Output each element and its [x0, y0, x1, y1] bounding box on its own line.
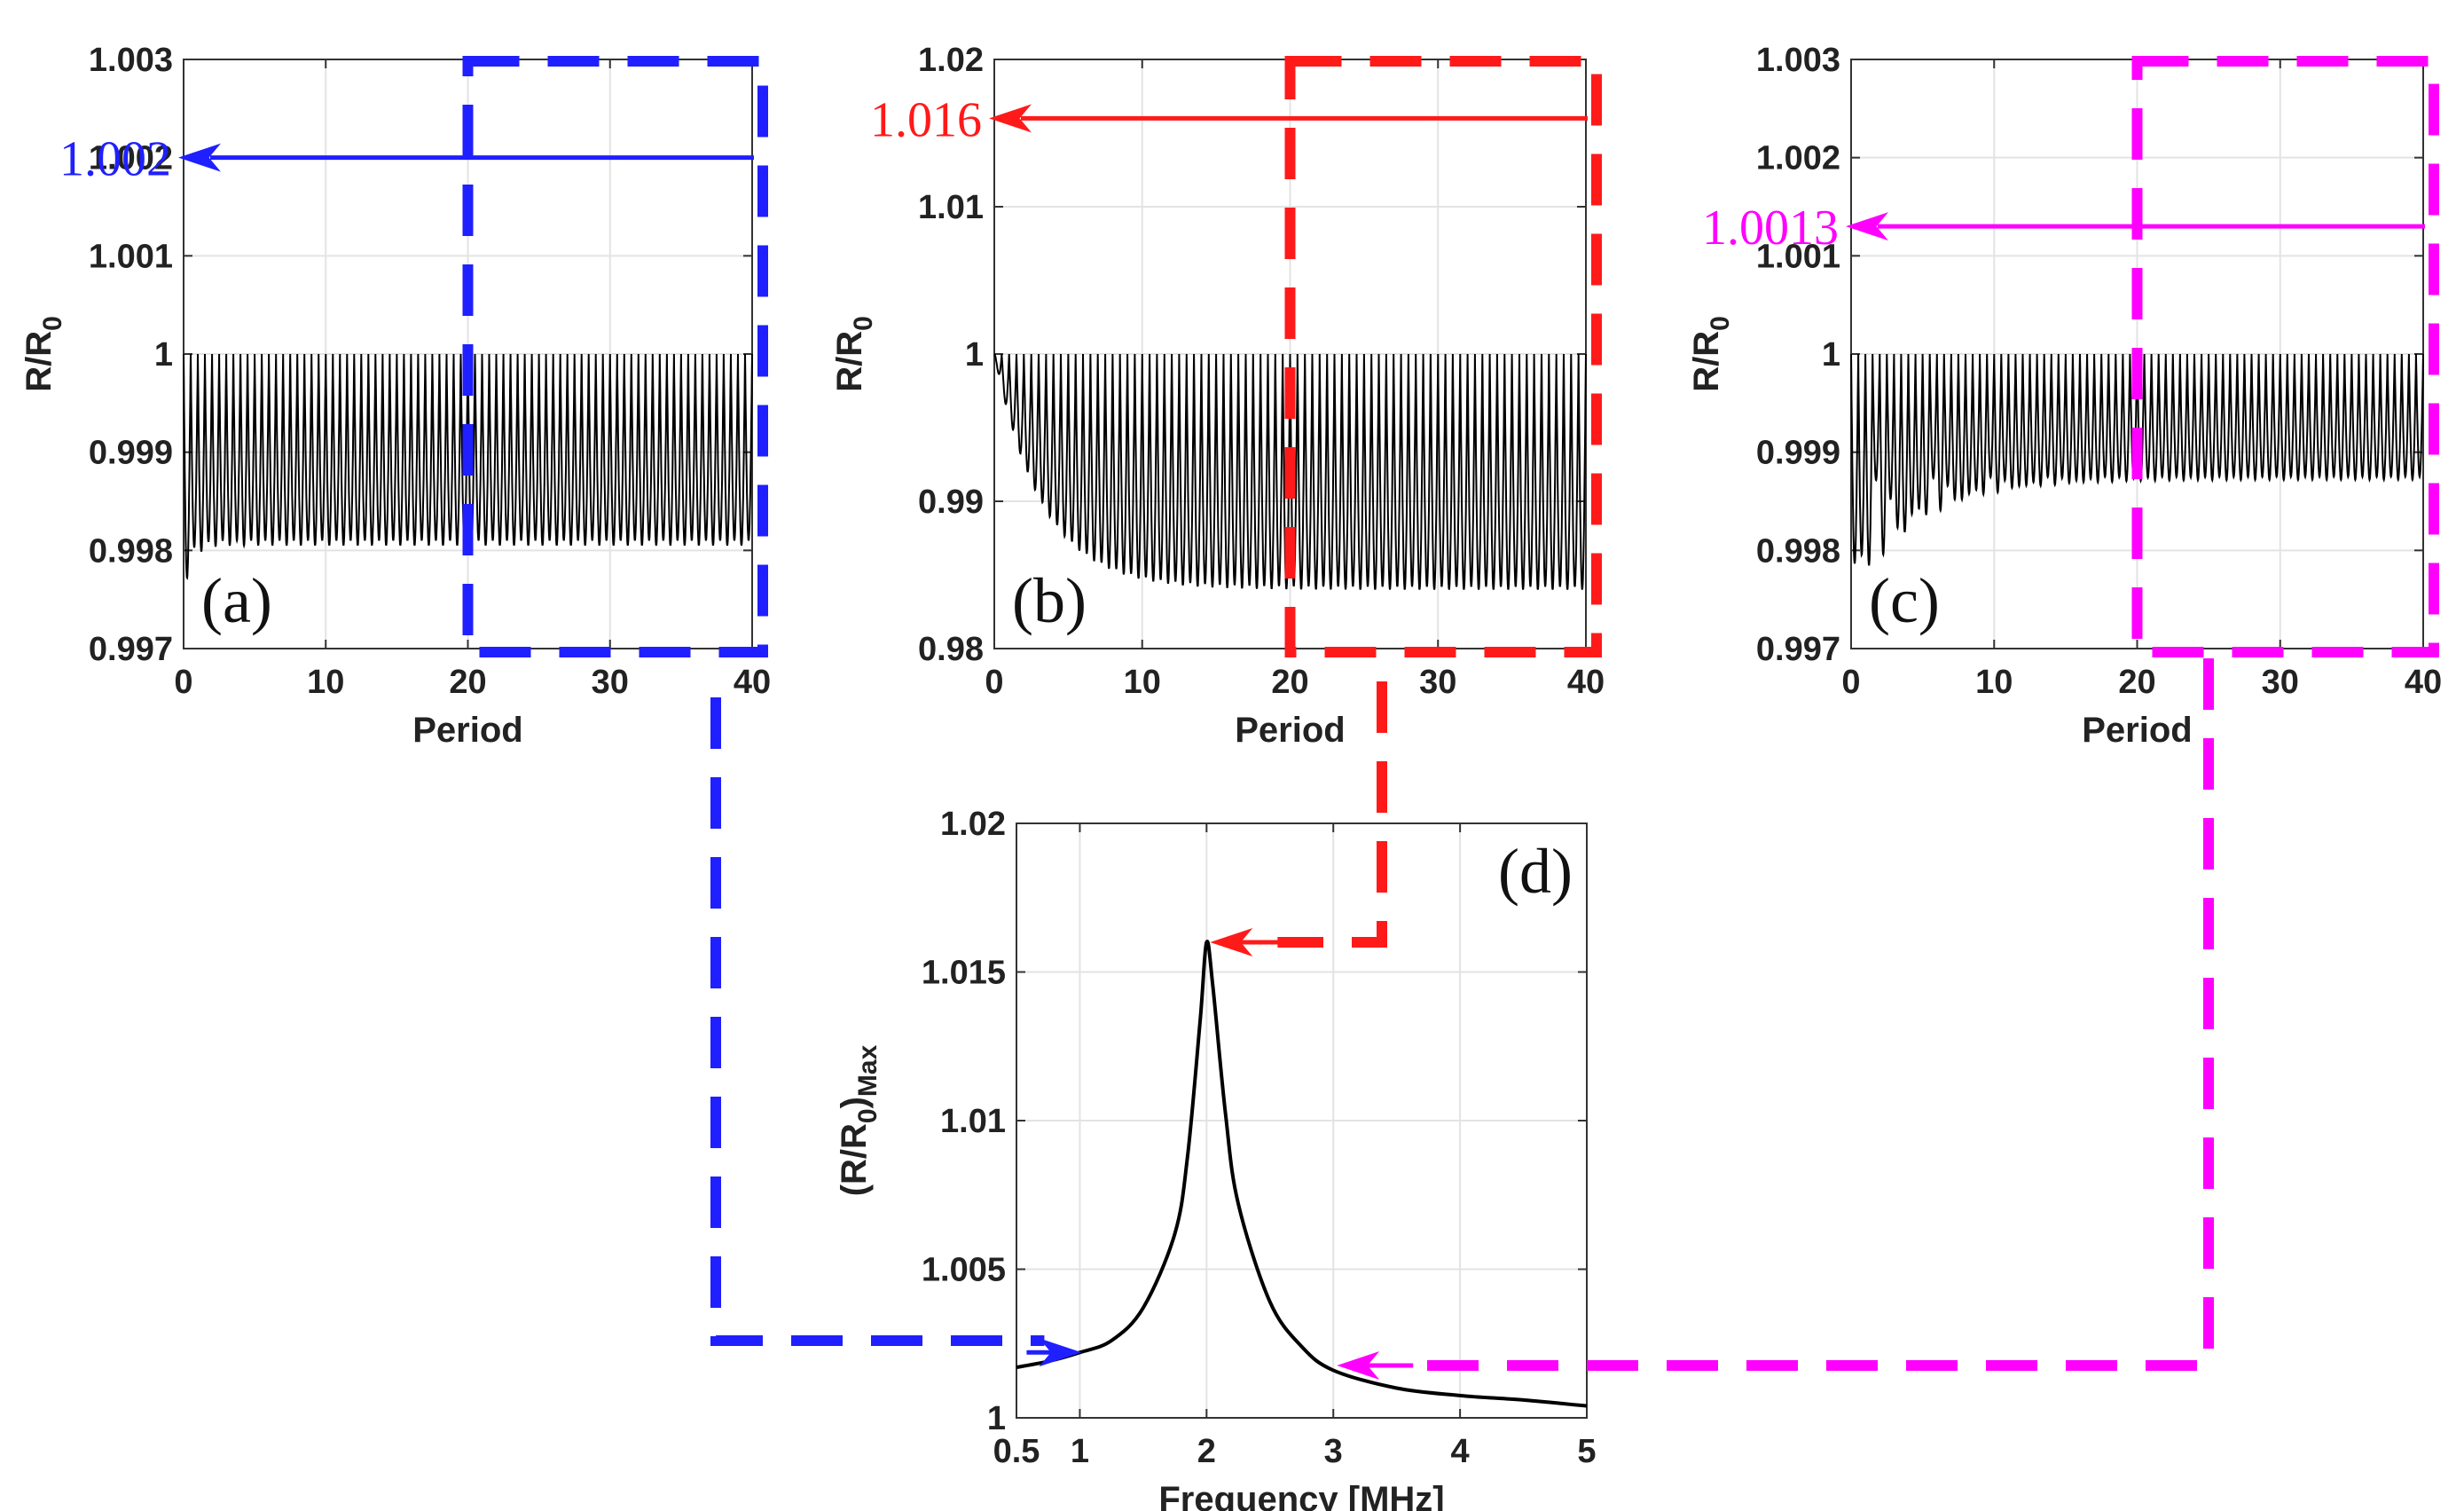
connector-arrowhead	[1039, 1338, 1082, 1367]
connector-c	[1337, 658, 2214, 1380]
y-tick-label: 1.003	[89, 42, 173, 79]
y-tick-label: 0.998	[1756, 532, 1840, 570]
y-tick-label: 0.99	[918, 484, 984, 521]
x-tick-label: 10	[307, 664, 344, 701]
x-tick-label: 20	[449, 664, 486, 701]
x-tick-label: 0	[985, 664, 1003, 701]
x-tick-label: 5	[1577, 1433, 1596, 1470]
y-tick-label: 1.01	[940, 1103, 1006, 1140]
y-axis-title: R/R0	[1687, 316, 1735, 392]
y-tick-label: 1	[965, 336, 984, 374]
x-axis-title: Period	[1235, 711, 1345, 750]
panel-c: 0 10 20 30 40 0.997 0.998 0.999 1 1.001 1.002 1.003…	[1687, 42, 2442, 750]
y-axis-title: R/R0	[830, 316, 878, 392]
x-tick-label: 0	[1841, 664, 1860, 701]
y-tick-label: 0.98	[918, 631, 984, 668]
x-tick-label: 20	[1271, 664, 1308, 701]
y-axis-title-main: (R/R	[835, 1123, 874, 1196]
connector-path	[1277, 681, 1387, 948]
panel-label: (d)	[1498, 836, 1573, 907]
x-tick-label: 30	[2262, 664, 2299, 701]
x-tick-label: 30	[1419, 664, 1456, 701]
y-axis-title-main: R/R	[1687, 331, 1726, 392]
connector-path	[1404, 658, 2214, 1371]
connector-arrowhead	[1210, 928, 1253, 956]
y-tick-label: 1.003	[1756, 42, 1840, 79]
x-tick-label: 10	[1975, 664, 2013, 701]
x-tick-label: 4	[1451, 1433, 1470, 1470]
y-tick-label: 1.005	[922, 1252, 1006, 1289]
plot-layer: 0 10 20 30 400.9970.9980.99911.0011.0021.003…	[20, 42, 2442, 1511]
connector-layer: 1.002 1.016 1.0013	[59, 56, 2439, 1380]
callout-value: 1.002	[59, 132, 171, 187]
x-tick-label: 2	[1197, 1433, 1216, 1470]
x-tick-label: 40	[734, 664, 771, 701]
y-tick-label: 1.015	[922, 955, 1006, 992]
connector-path	[710, 697, 1045, 1346]
x-axis-title: Period	[412, 711, 522, 750]
y-axis-title-main: R/R	[830, 331, 869, 392]
x-tick-label: 10	[1124, 664, 1161, 701]
callout-b: 1.016	[870, 56, 1602, 657]
x-axis-title: Frequency [MHz]	[1158, 1480, 1444, 1511]
y-axis-title-main: R/R	[20, 331, 59, 392]
y-tick-label: 0.999	[89, 435, 173, 472]
x-tick-label: 0.5	[993, 1433, 1040, 1470]
panel-label: (b)	[1012, 565, 1087, 636]
y-tick-label: 1.001	[89, 238, 173, 275]
callout-a: 1.002	[59, 56, 768, 657]
connector-a	[710, 697, 1082, 1367]
y-axis-title-sub: 0	[1706, 316, 1735, 331]
x-axis-title: Period	[2082, 711, 2192, 750]
x-tick-label: 40	[1567, 664, 1605, 701]
highlight-box	[462, 56, 768, 657]
callout-value: 1.0013	[1702, 201, 1839, 256]
y-tick-label: 1.02	[940, 806, 1006, 843]
y-tick-label: 1.001	[1756, 238, 1840, 275]
y-axis-title-sub: 0	[853, 1108, 883, 1123]
y-tick-label: 1	[987, 1400, 1006, 1437]
x-tick-label: 3	[1324, 1433, 1343, 1470]
y-tick-label: 0.998	[89, 532, 173, 570]
x-tick-label: 1	[1071, 1433, 1089, 1470]
y-tick-label: 1	[154, 336, 173, 374]
connector-arrowhead	[1337, 1351, 1380, 1380]
y-tick-label: 0.997	[1756, 631, 1840, 668]
y-axis-title: R/R0	[20, 316, 67, 392]
connector-b	[1210, 681, 1387, 956]
y-tick-label: 1.02	[918, 42, 984, 79]
panel-label: (c)	[1869, 565, 1940, 636]
y-axis-title: (R/R0)Max	[835, 1044, 883, 1196]
y-tick-label: 0.997	[89, 631, 173, 668]
callout-c: 1.0013	[1702, 56, 2439, 657]
x-tick-label: 0	[174, 664, 192, 701]
y-tick-label: 1.002	[89, 140, 173, 177]
x-tick-label: 30	[592, 664, 629, 701]
callout-arrowhead	[1846, 212, 1888, 241]
panel-label: (a)	[201, 565, 272, 636]
y-axis-title-tail: )	[835, 1097, 874, 1108]
y-axis-title-sub: 0	[849, 316, 878, 331]
y-tick-label: 0.999	[1756, 435, 1840, 472]
y-axis-title-sub2: Max	[853, 1044, 883, 1097]
callout-arrowhead	[178, 143, 221, 172]
callout-value: 1.016	[870, 92, 982, 147]
callout-arrowhead	[989, 104, 1032, 133]
y-tick-label: 1	[1822, 336, 1840, 374]
x-tick-label: 20	[2118, 664, 2155, 701]
series-line-b	[993, 353, 1587, 590]
y-tick-label: 1.002	[1756, 140, 1840, 177]
highlight-box	[2131, 56, 2439, 657]
highlight-box	[1284, 56, 1602, 657]
series-line-d	[1016, 940, 1588, 1408]
y-axis-title-sub: 0	[38, 316, 67, 331]
x-tick-label: 40	[2405, 664, 2442, 701]
y-tick-label: 1.01	[918, 189, 984, 226]
